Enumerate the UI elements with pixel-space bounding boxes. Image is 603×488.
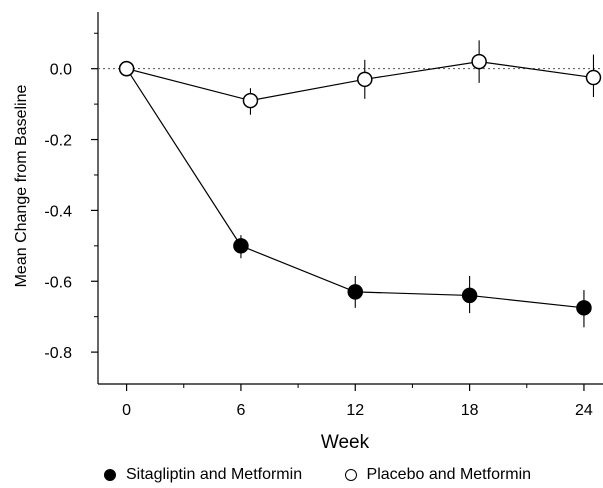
x-axis-label: Week <box>321 432 370 453</box>
legend-label-placebo: Placebo and Metformin <box>366 466 532 483</box>
data-point <box>233 238 249 254</box>
data-point <box>118 60 135 77</box>
y-axis-label: Mean Change from Baseline <box>13 85 30 288</box>
x-tick-label: 18 <box>461 402 479 419</box>
x-tick-label: 0 <box>122 402 131 419</box>
x-tick-label: 24 <box>575 402 593 419</box>
legend: Sitagliptin and Metformin Placebo and Me… <box>104 464 603 486</box>
legend-item-placebo: Placebo and Metformin <box>344 464 532 486</box>
series-layer <box>118 40 602 328</box>
y-tick-label: -0.4 <box>44 203 72 220</box>
axes: 0.0 -0.2 -0.4 -0.6 -0.8 0 6 12 18 24 <box>44 12 603 419</box>
y-tick-label: -0.6 <box>44 274 72 291</box>
series-placebo-metformin <box>118 40 602 115</box>
legend-label-sitagliptin: Sitagliptin and Metformin <box>126 466 303 483</box>
series-sitagliptin-metformin <box>118 60 592 328</box>
data-point <box>242 92 259 109</box>
data-point <box>461 287 478 304</box>
open-circle-icon <box>344 469 357 481</box>
y-tick-label: -0.2 <box>44 133 72 150</box>
filled-circle-icon <box>104 469 116 481</box>
data-point <box>471 53 487 70</box>
series-line <box>126 68 585 309</box>
y-tick-label: -0.8 <box>44 345 72 362</box>
legend-item-sitagliptin: Sitagliptin and Metformin <box>104 464 302 486</box>
data-point <box>357 71 373 88</box>
y-tick-label: 0.0 <box>50 62 72 79</box>
data-point <box>347 284 364 300</box>
data-point <box>585 69 602 86</box>
x-tick-label: 6 <box>236 402 245 419</box>
data-point <box>576 300 592 316</box>
x-tick-label: 12 <box>346 402 364 419</box>
